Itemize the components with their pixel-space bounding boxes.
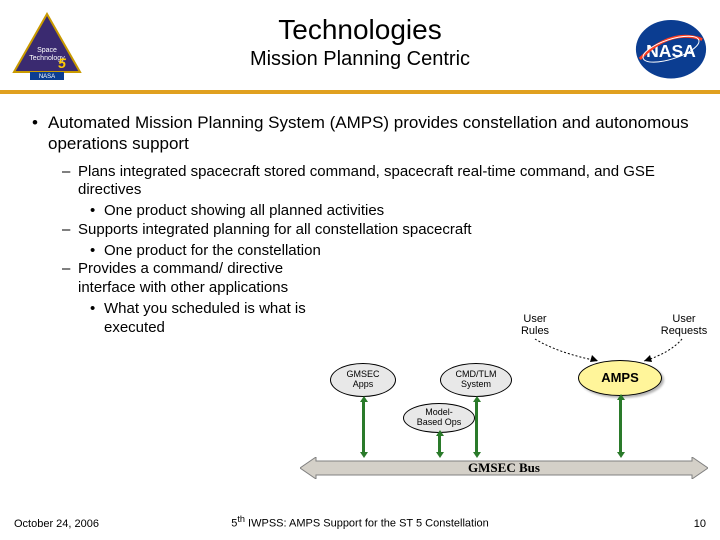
sub-1: Plans integrated spacecraft stored comma…	[62, 163, 700, 201]
slide-header: Space Technology 5 NASA Technologies Mis…	[0, 0, 720, 95]
svg-text:Space: Space	[37, 47, 57, 54]
bullet-main: Automated Mission Planning System (AMPS)…	[28, 112, 700, 155]
conn-cmdtlm-bus	[475, 401, 478, 453]
slide-footer: October 24, 2006 5th IWPSS: AMPS Support…	[0, 514, 720, 530]
sub-2a: One product for the constellation	[90, 242, 700, 261]
node-gmsec-bus: GMSEC Bus	[300, 457, 708, 479]
node-model-ops: Model-Based Ops	[403, 403, 475, 433]
header-divider	[0, 90, 720, 94]
bus-label: GMSEC Bus	[468, 460, 540, 476]
bullet-main-text: Automated Mission Planning System (AMPS)…	[28, 112, 700, 155]
footer-date: October 24, 2006	[14, 518, 99, 530]
sub-1a: One product showing all planned activiti…	[90, 202, 700, 221]
conn-amps-bus	[619, 399, 622, 453]
sub-2: Supports integrated planning for all con…	[62, 221, 700, 240]
node-gmsec-apps: GMSECApps	[330, 363, 396, 397]
node-user-requests: UserRequests	[656, 313, 712, 337]
slide-subtitle: Mission Planning Centric	[0, 48, 720, 71]
amps-diagram: UserRules UserRequests GMSECApps CMD/TLM…	[300, 305, 710, 485]
nasa-logo: NASA	[632, 18, 710, 80]
conn-gmsec-bus	[362, 401, 365, 453]
sub-3: Provides a command/ directive interface …	[62, 260, 342, 298]
svg-text:5: 5	[58, 55, 66, 71]
slide-content: Automated Mission Planning System (AMPS)…	[28, 112, 700, 337]
svg-text:NASA: NASA	[39, 74, 55, 80]
node-cmd-tlm: CMD/TLMSystem	[440, 363, 512, 397]
svg-text:NASA: NASA	[646, 41, 696, 61]
node-user-rules: UserRules	[510, 313, 560, 337]
node-amps: AMPS	[578, 360, 662, 396]
st5-logo: Space Technology 5 NASA	[12, 12, 82, 82]
conn-modelops-bus	[438, 435, 441, 453]
footer-page: 10	[694, 518, 706, 530]
footer-center: 5th IWPSS: AMPS Support for the ST 5 Con…	[0, 514, 720, 530]
slide-title: Technologies	[0, 0, 720, 46]
